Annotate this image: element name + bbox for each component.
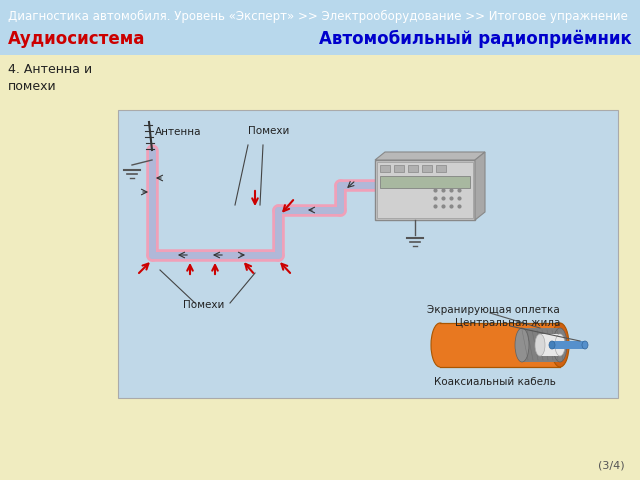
- Text: Помехи: Помехи: [248, 126, 289, 136]
- Ellipse shape: [535, 334, 545, 356]
- Text: Экранирующая оплетка: Экранирующая оплетка: [428, 305, 560, 315]
- Bar: [440, 323, 560, 367]
- Text: Аудиосистема: Аудиосистема: [8, 30, 145, 48]
- Bar: [118, 110, 618, 398]
- Bar: [408, 165, 418, 172]
- Polygon shape: [375, 152, 485, 160]
- Bar: [394, 165, 404, 172]
- Ellipse shape: [555, 334, 565, 356]
- Text: Центральная жила: Центральная жила: [454, 318, 560, 328]
- Bar: [552, 341, 585, 349]
- Ellipse shape: [582, 341, 588, 349]
- Bar: [380, 176, 470, 188]
- Ellipse shape: [549, 341, 555, 349]
- Ellipse shape: [431, 323, 449, 367]
- Bar: [375, 160, 475, 220]
- Bar: [436, 165, 446, 172]
- Text: Автомобильный радиоприёмник: Автомобильный радиоприёмник: [319, 30, 632, 48]
- Text: Антенна: Антенна: [155, 127, 202, 137]
- Text: Помехи: Помехи: [183, 300, 225, 310]
- Bar: [380, 165, 390, 172]
- Text: (3/4): (3/4): [598, 460, 625, 470]
- Text: Диагностика автомобиля. Уровень «Эксперт» >> Электрооборудование >> Итоговое упр: Диагностика автомобиля. Уровень «Эксперт…: [8, 10, 628, 23]
- Bar: [377, 162, 473, 218]
- Bar: [0, 0, 640, 55]
- Text: 4. Антенна и
помехи: 4. Антенна и помехи: [8, 63, 92, 93]
- Ellipse shape: [515, 328, 529, 362]
- Ellipse shape: [551, 323, 569, 367]
- Bar: [422, 165, 432, 172]
- Text: Коаксиальный кабель: Коаксиальный кабель: [434, 377, 556, 387]
- Bar: [522, 328, 560, 362]
- Bar: [540, 334, 560, 356]
- Ellipse shape: [553, 328, 567, 362]
- Bar: [0, 55, 640, 480]
- Polygon shape: [475, 152, 485, 220]
